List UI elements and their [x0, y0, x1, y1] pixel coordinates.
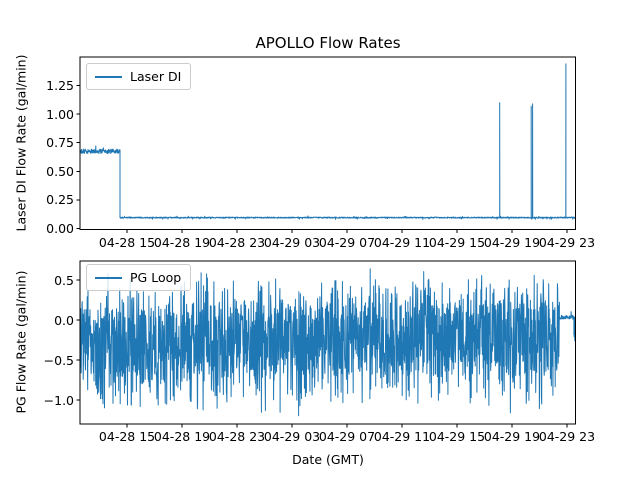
- legend-label: Laser DI: [130, 69, 182, 84]
- chart-title: APOLLO Flow Rates: [255, 34, 401, 52]
- y-tick-label: −0.5: [43, 352, 74, 368]
- y-tick-label: 1.25: [46, 78, 74, 94]
- x-tick-label: 04-28 23: [208, 234, 266, 250]
- x-tick-label: 04-29 19: [483, 429, 541, 444]
- y-tick-label: 0.75: [46, 135, 74, 151]
- x-tick-label: 04-29 23: [538, 429, 596, 444]
- x-tick-label: 04-29 07: [318, 429, 376, 444]
- top-legend: Laser DI: [86, 63, 192, 90]
- y-tick-label: 0.50: [46, 163, 74, 179]
- x-tick-label: 04-29 15: [428, 429, 486, 444]
- x-tick-label: 04-29 19: [483, 234, 541, 250]
- x-tick-label: 04-28 23: [208, 429, 266, 444]
- x-tick-label: 04-29 07: [318, 234, 376, 250]
- y-tick-label: 0.0: [54, 312, 74, 328]
- x-tick-label: 04-29 11: [373, 429, 431, 444]
- legend-line-sample-icon: [95, 75, 122, 78]
- x-tick-label: 04-29 03: [263, 234, 321, 250]
- legend-line-sample-icon: [95, 276, 122, 279]
- bottom-y-axis-label: PG Flow Rate (gal/min): [13, 270, 29, 414]
- x-tick-label: 04-28 15: [98, 234, 156, 250]
- x-tick-label: 04-29 23: [538, 234, 596, 250]
- y-tick-label: 0.25: [46, 192, 74, 208]
- x-tick-label: 04-28 15: [98, 429, 156, 444]
- x-tick-label: 04-28 19: [153, 429, 211, 444]
- legend-label: PG Loop: [130, 270, 182, 285]
- bottom-legend: PG Loop: [86, 264, 192, 291]
- x-tick-label: 04-29 15: [428, 234, 486, 250]
- x-axis-label: Date (GMT): [292, 452, 364, 467]
- x-tick-label: 04-29 03: [263, 429, 321, 444]
- y-tick-label: 0.00: [46, 220, 74, 236]
- x-tick-label: 04-28 19: [153, 234, 211, 250]
- x-tick-label: 04-29 11: [373, 234, 431, 250]
- y-tick-label: 0.5: [54, 272, 74, 288]
- y-tick-label: 1.00: [46, 106, 74, 122]
- top-y-axis-label: Laser DI Flow Rate (gal/min): [13, 54, 29, 232]
- y-tick-label: −1.0: [43, 392, 74, 408]
